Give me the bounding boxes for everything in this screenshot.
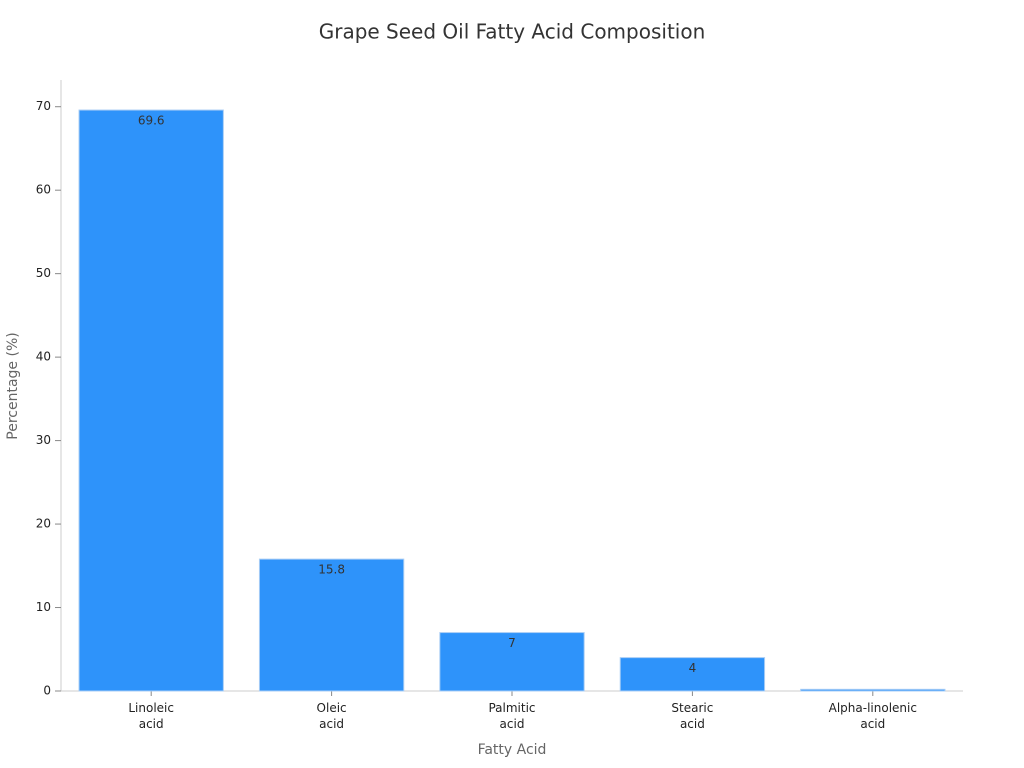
x-tick-label: Stearic acid bbox=[671, 701, 714, 731]
y-tick-label: 70 bbox=[36, 99, 51, 113]
value-label: 4 bbox=[689, 661, 697, 675]
value-label: 7 bbox=[508, 636, 516, 650]
y-tick-label: 40 bbox=[36, 350, 51, 364]
chart-title: Grape Seed Oil Fatty Acid Composition bbox=[319, 20, 706, 44]
bar bbox=[619, 657, 766, 692]
y-tick-label: 30 bbox=[36, 433, 51, 447]
y-axis-label: Percentage (%) bbox=[5, 332, 21, 439]
bar bbox=[800, 688, 946, 692]
y-tick-label: 60 bbox=[36, 183, 51, 197]
y-tick-label: 20 bbox=[36, 517, 51, 531]
x-tick-label: Linoleic acid bbox=[128, 701, 174, 731]
value-label: 15.8 bbox=[318, 563, 345, 577]
x-tick-label: Palmitic acid bbox=[488, 701, 536, 731]
bar bbox=[439, 632, 585, 692]
value-label: 69.6 bbox=[138, 114, 165, 128]
y-tick-label: 0 bbox=[43, 684, 51, 698]
bar bbox=[78, 109, 224, 692]
x-tick-label: Oleic acid bbox=[316, 701, 347, 731]
y-tick-label: 50 bbox=[36, 266, 51, 280]
x-axis-label: Fatty Acid bbox=[478, 742, 547, 758]
x-tick-label: Alpha-linolenic acid bbox=[828, 701, 917, 731]
bar bbox=[258, 558, 405, 692]
y-tick-label: 10 bbox=[36, 600, 51, 614]
